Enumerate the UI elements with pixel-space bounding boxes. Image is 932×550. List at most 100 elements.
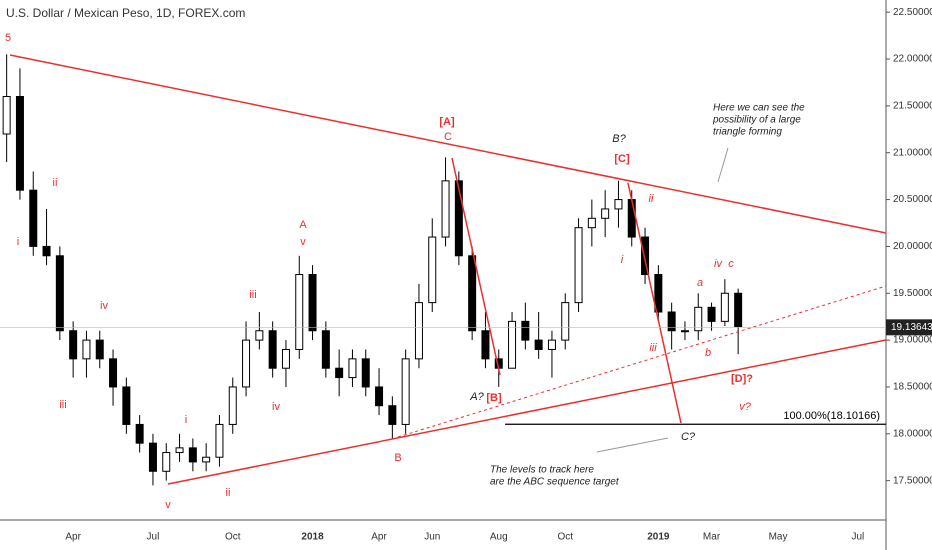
y-tick-label: 21.00000	[893, 147, 932, 158]
candle-body	[175, 447, 184, 454]
wave-label: C	[444, 131, 452, 143]
candle-body	[574, 227, 583, 304]
candle-body	[508, 320, 517, 369]
wave-label: [B]	[486, 392, 502, 404]
wave-line	[451, 157, 501, 376]
candle-body	[335, 367, 344, 379]
candle-body	[614, 199, 623, 210]
y-tick-label: 20.00000	[893, 241, 932, 252]
wave-label: iv	[100, 300, 108, 312]
wave-label: A	[299, 219, 307, 231]
candle-body	[680, 330, 689, 333]
x-tick-label: 2019	[647, 532, 670, 543]
candle-body	[601, 208, 610, 219]
y-tick-label: 18.50000	[893, 382, 932, 393]
wave-label: i	[17, 236, 19, 248]
y-tick-label: 20.50000	[893, 194, 932, 205]
x-tick-label: 2018	[301, 532, 324, 543]
dotted-trendline	[397, 285, 887, 438]
candle-body	[587, 217, 596, 229]
candle-body	[720, 292, 729, 322]
wave-label: C?	[681, 431, 696, 443]
wave-label: i	[621, 254, 624, 266]
wave-line	[627, 182, 682, 424]
wave-label: iii	[649, 342, 657, 354]
candle-body	[547, 339, 556, 350]
candle-body	[361, 358, 370, 388]
lower-trendline	[167, 339, 887, 485]
candle-body	[148, 442, 157, 472]
upper-trendline	[9, 54, 887, 234]
candle-body	[295, 274, 304, 350]
wave-label: ii	[226, 487, 231, 499]
y-tick-label: 22.00000	[893, 54, 932, 65]
x-tick-label: Aug	[490, 532, 508, 543]
wave-label: B	[394, 452, 401, 464]
candle-body	[42, 245, 51, 257]
candle-body	[401, 358, 410, 425]
candle-body	[202, 456, 211, 463]
x-tick-label: Jul	[147, 532, 160, 543]
candle-body	[135, 423, 144, 444]
candle-body	[534, 339, 543, 350]
candle-body	[2, 96, 11, 135]
note: The levels to track here	[490, 465, 594, 476]
wave-label: ii	[53, 177, 58, 189]
candle-body	[228, 386, 237, 425]
candle-body	[268, 330, 277, 369]
candle-body	[82, 339, 91, 360]
candle-body	[375, 386, 384, 407]
candle-body	[481, 330, 490, 360]
wave-label: A?	[469, 391, 484, 403]
candle-body	[521, 320, 530, 341]
x-tick-label: Apr	[371, 532, 387, 543]
chart-title: U.S. Dollar / Mexican Peso, 1D, FOREX.co…	[6, 6, 245, 20]
candle-body	[308, 274, 317, 332]
candle-body	[468, 255, 477, 332]
pointer	[717, 147, 729, 183]
candle-body	[641, 236, 650, 276]
note: triangle forming	[713, 127, 782, 138]
last-price-tag	[886, 319, 932, 336]
wave-label: iv	[714, 258, 723, 270]
candle-body	[29, 189, 38, 247]
candle-body	[242, 339, 251, 388]
note: possibility of a large	[712, 115, 801, 126]
y-tick-label: 22.50000	[893, 7, 932, 18]
x-tick-label: Oct	[225, 532, 241, 543]
note: Here we can see the	[713, 103, 805, 114]
y-tick-label: 19.00000	[893, 335, 932, 346]
candle-body	[95, 339, 104, 360]
candle-body	[388, 405, 397, 425]
candle-body	[69, 330, 78, 360]
candle-body	[441, 180, 450, 238]
candle-body	[454, 180, 463, 257]
candle-body	[215, 423, 224, 458]
y-tick-label: 19.50000	[893, 288, 932, 299]
candle-body	[15, 96, 24, 191]
wave-label: [C]	[614, 153, 630, 165]
candle-body	[321, 330, 330, 369]
wave-label: v	[165, 499, 171, 511]
note: are the ABC sequence target	[490, 477, 620, 488]
candle-body	[561, 302, 570, 341]
candle-body	[694, 306, 703, 332]
y-tick-label: 17.50000	[893, 475, 932, 486]
wave-label: i	[185, 414, 187, 426]
candle-body	[707, 306, 716, 322]
wave-label: v?	[739, 401, 752, 413]
candle-body	[55, 255, 64, 332]
target-level-label: 100.00%(18.10166)	[783, 410, 880, 422]
y-tick-label: 18.00000	[893, 428, 932, 439]
wave-label: iii	[249, 289, 256, 301]
candle-body	[627, 199, 636, 238]
candle-body	[414, 302, 423, 360]
wave-label: a	[697, 277, 703, 289]
x-tick-label: Mar	[703, 532, 721, 543]
wave-label: [A]	[439, 116, 455, 128]
candle-body	[109, 358, 118, 388]
candle-body	[122, 386, 131, 425]
y-tick-label: 21.50000	[893, 101, 932, 112]
candle-body	[667, 311, 676, 332]
